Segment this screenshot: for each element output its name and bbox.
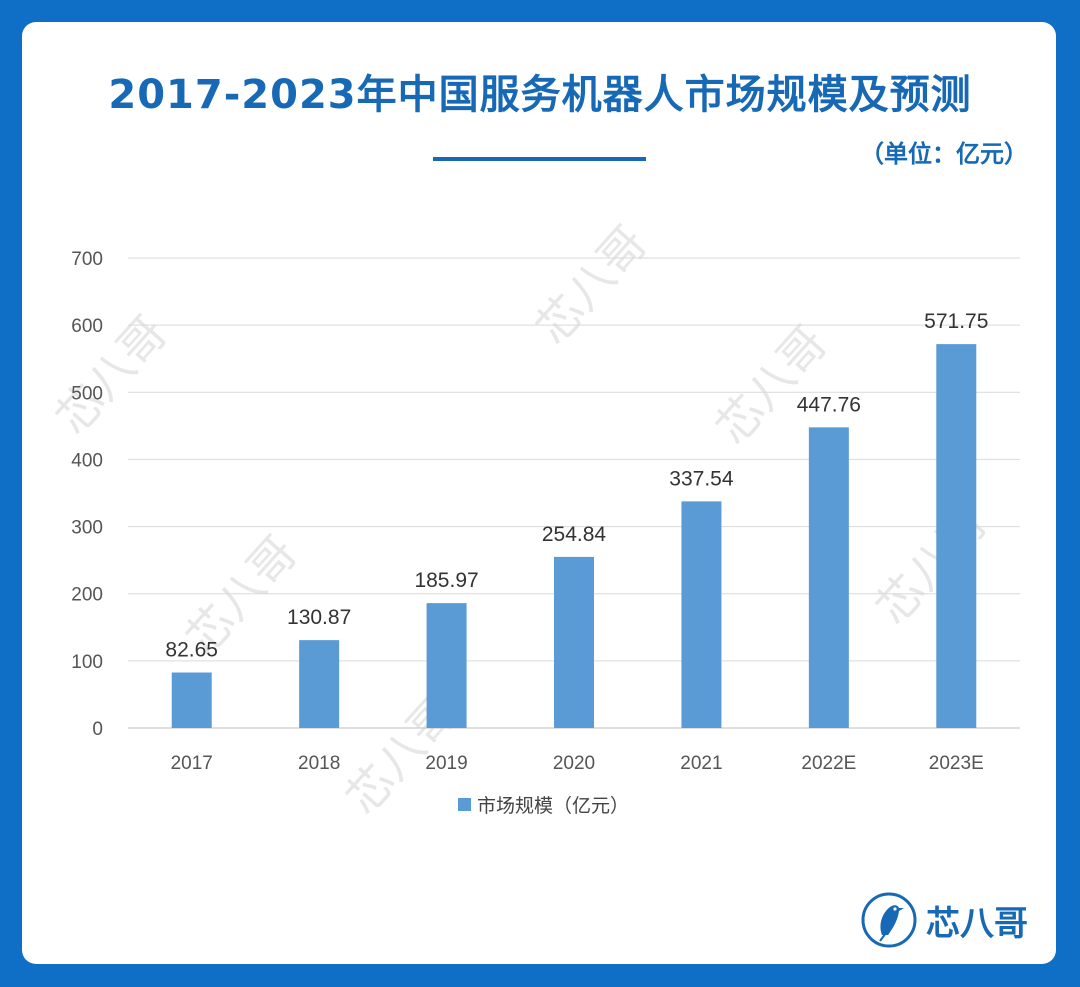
data-label: 82.65 — [165, 639, 218, 662]
bar — [681, 501, 722, 728]
chart-title: 2017-2023年中国服务机器人市场规模及预测 — [108, 72, 972, 118]
x-tick-label: 2020 — [553, 753, 595, 774]
data-label: 571.75 — [924, 310, 988, 333]
data-label: 185.97 — [414, 569, 478, 592]
bar — [426, 603, 467, 728]
x-tick-label: 2023E — [929, 753, 984, 774]
y-tick-label: 600 — [71, 316, 103, 337]
brand-name: 芯八哥 — [926, 903, 1028, 944]
y-tick-label: 700 — [71, 249, 103, 270]
chart-legend: 市场规模（亿元） — [458, 792, 630, 817]
bar — [808, 427, 849, 728]
bar — [171, 672, 212, 728]
y-tick-label: 0 — [92, 719, 103, 740]
data-label: 254.84 — [542, 523, 607, 546]
x-tick-label: 2017 — [171, 753, 213, 774]
data-label: 447.76 — [797, 393, 861, 416]
data-label: 130.87 — [287, 606, 351, 629]
x-tick-label: 2022E — [801, 753, 856, 774]
x-tick-label: 2019 — [425, 753, 467, 774]
y-tick-label: 500 — [71, 383, 103, 404]
bird-circle-icon — [861, 892, 917, 948]
y-tick-label: 200 — [71, 585, 103, 606]
x-tick-label: 2021 — [680, 753, 722, 774]
data-label: 337.54 — [669, 467, 734, 490]
bar — [936, 344, 977, 728]
y-tick-label: 100 — [71, 652, 103, 673]
bar — [299, 640, 340, 728]
chart-card — [22, 22, 1056, 964]
x-tick-label: 2018 — [298, 753, 340, 774]
legend-label: 市场规模（亿元） — [477, 794, 630, 817]
brand-logo: 芯八哥 — [860, 890, 1028, 950]
bar — [554, 556, 594, 728]
title-underline — [433, 157, 646, 161]
unit-label: （单位：亿元） — [860, 140, 1028, 168]
y-tick-label: 400 — [71, 450, 103, 471]
legend-swatch — [458, 797, 471, 811]
y-tick-label: 300 — [71, 518, 103, 539]
